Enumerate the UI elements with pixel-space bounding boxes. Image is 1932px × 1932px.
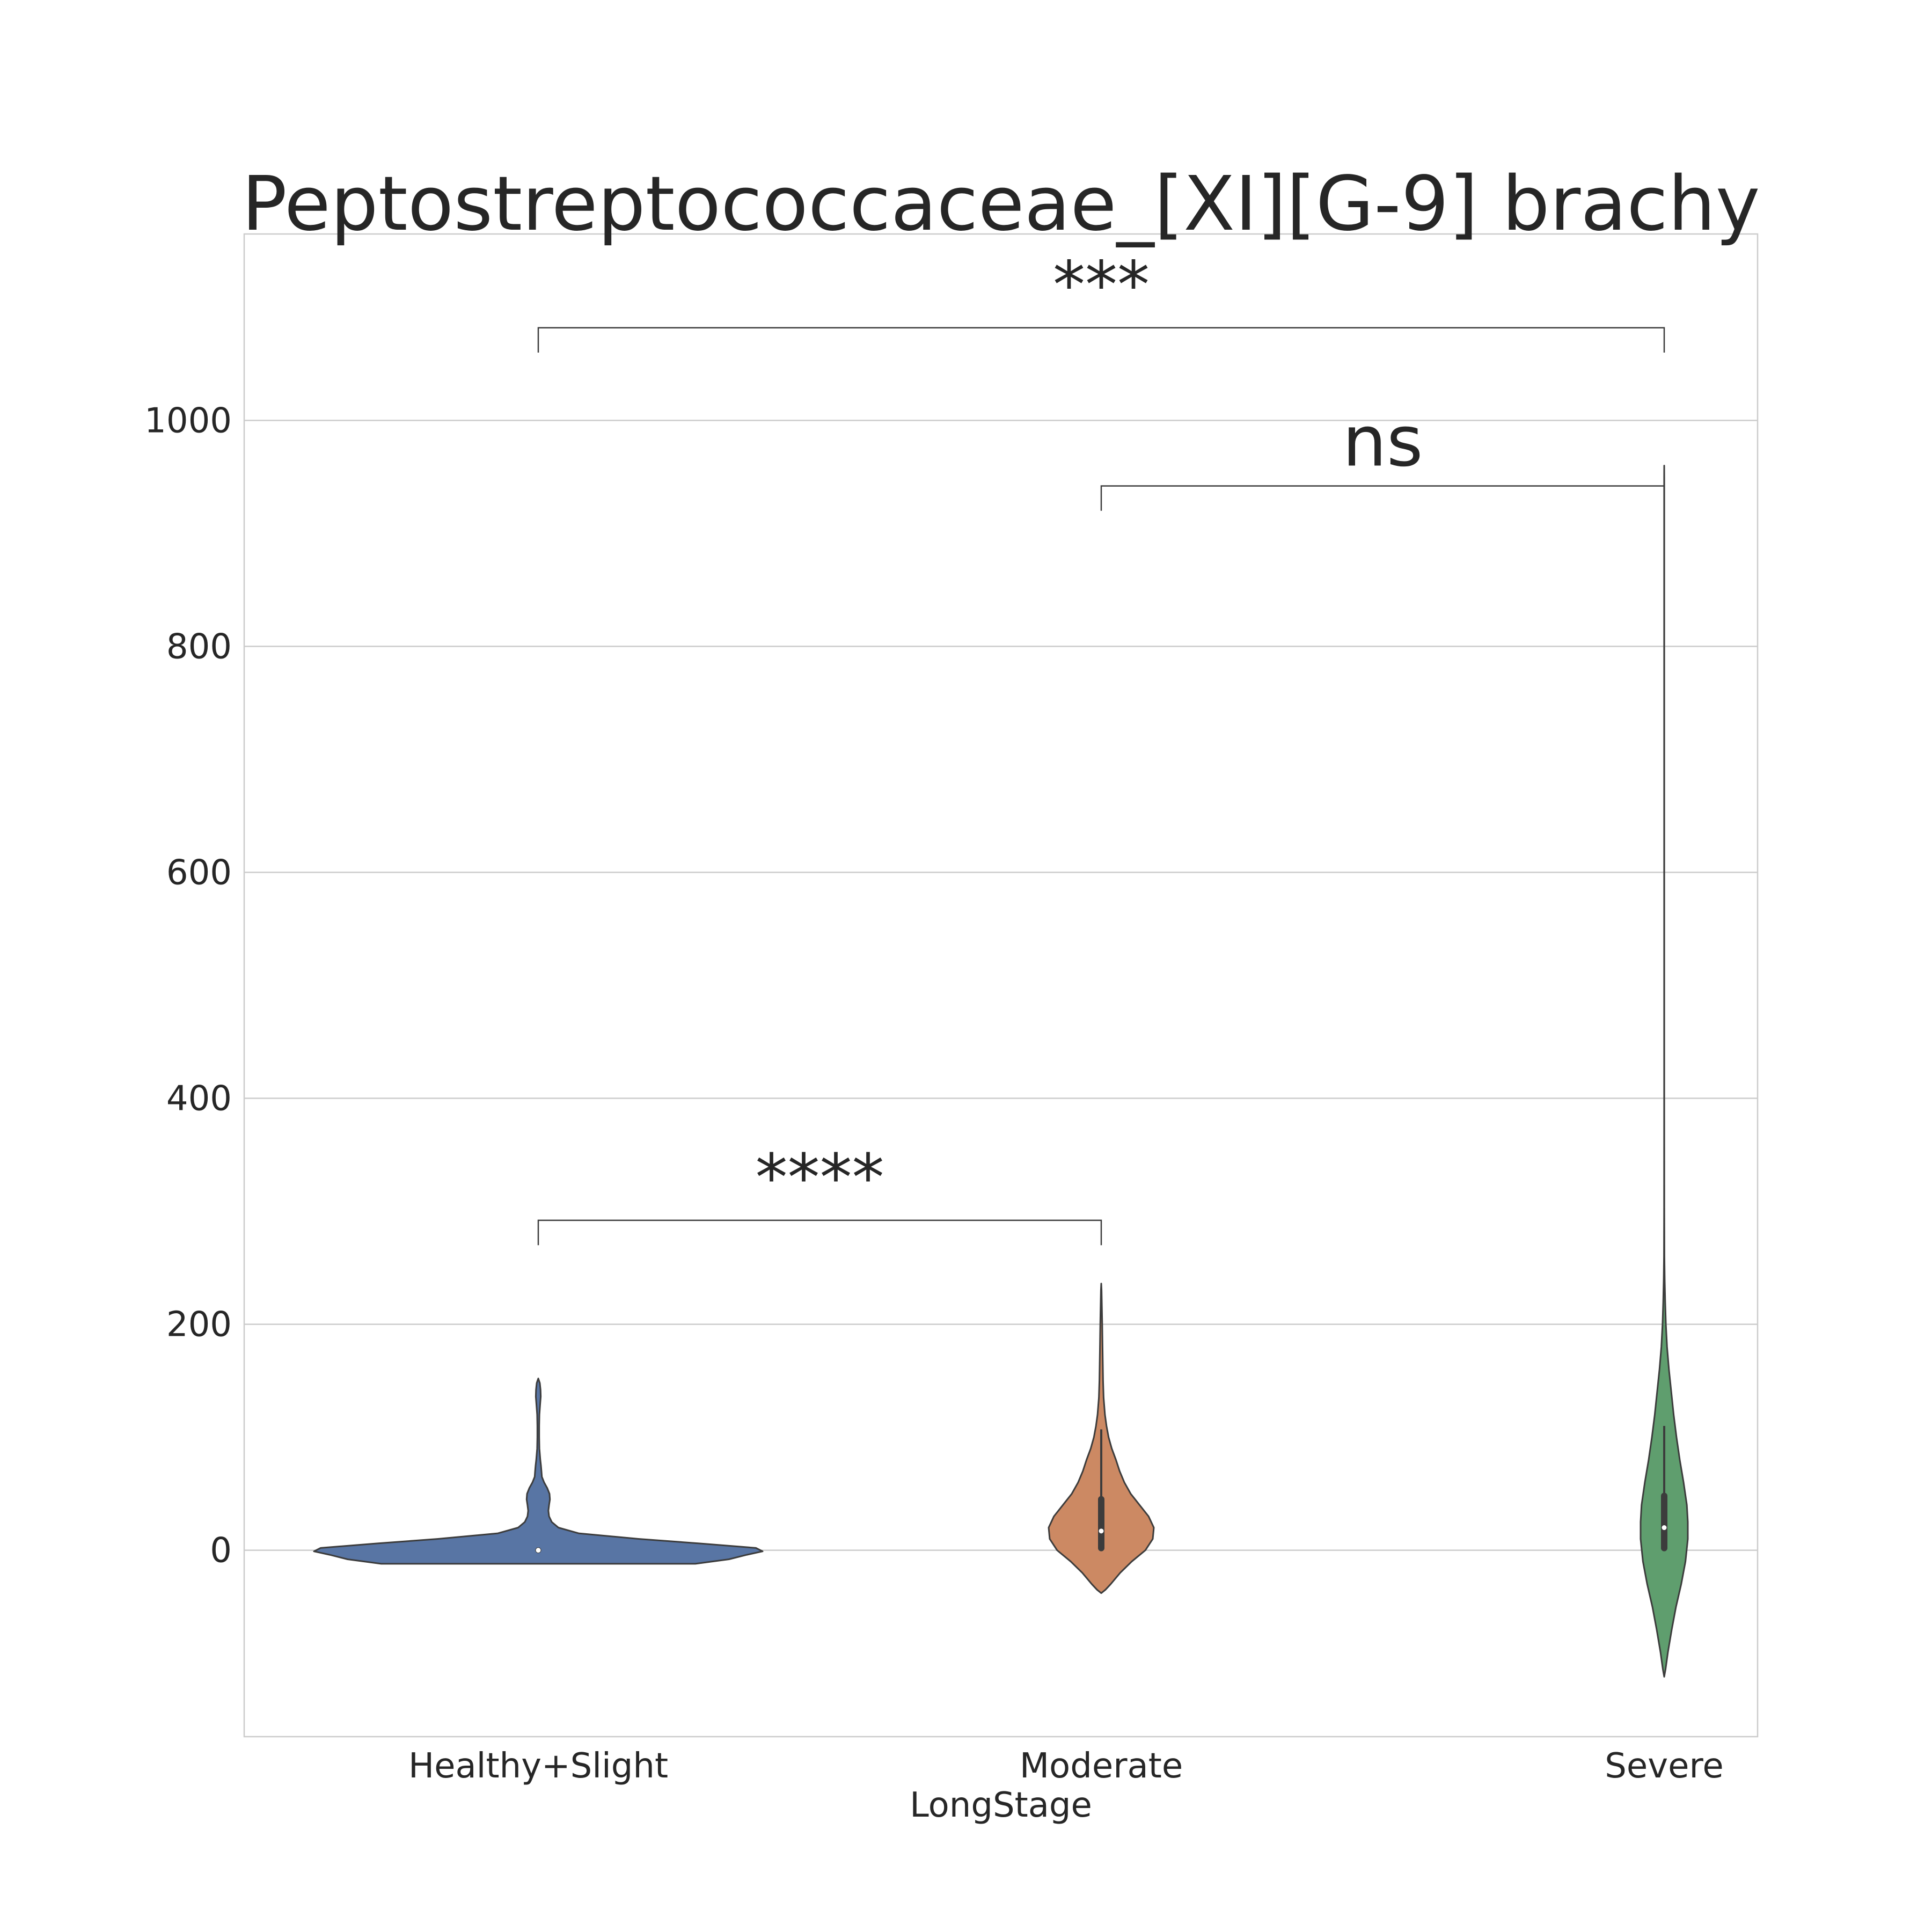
y-tick-label: 800 [166,627,232,667]
box-iqr [1098,1496,1104,1552]
x-tick-label: Severe [1605,1746,1724,1786]
significance-label: *** [1053,248,1150,323]
y-tick-labels: 0 200 400 600 800 1000 [144,401,232,1570]
median-point [535,1547,541,1554]
y-tick-label: 200 [166,1305,232,1345]
significance-label: ns [1342,400,1423,482]
y-tick-label: 0 [210,1531,232,1571]
chart-title: Peptostreptococcaceae_[XI][G-9] brachy [241,160,1760,248]
x-tick-label: Healthy+Slight [408,1746,668,1786]
y-tick-label: 400 [166,1079,232,1119]
y-tick-label: 1000 [144,401,232,441]
grid-lines [244,420,1758,1551]
y-tick-label: 600 [166,853,232,892]
violin-severe [1640,465,1689,1678]
median-point [1661,1525,1667,1531]
significance-label: **** [756,1141,884,1216]
significance-annotations: **** ns *** [537,248,1665,1246]
violin-healthy-slight [313,1378,764,1565]
x-tick-label: Moderate [1020,1746,1183,1786]
significance-bracket [537,327,1665,353]
significance-bracket [1100,485,1665,511]
x-tick-labels: Healthy+Slight Moderate Severe [408,1746,1724,1786]
significance-bracket [537,1219,1102,1246]
x-axis-label: LongStage [910,1785,1092,1825]
plot-frame [243,233,1759,1738]
inner-boxes [535,1426,1667,1554]
box-iqr [1661,1492,1667,1552]
median-point [1098,1528,1104,1534]
